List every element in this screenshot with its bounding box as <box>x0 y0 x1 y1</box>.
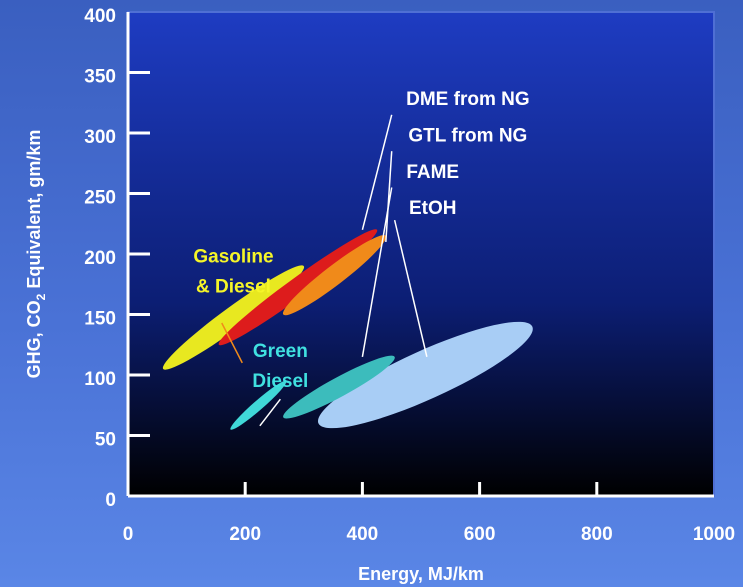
region-gasoline_diesel <box>162 265 305 370</box>
label-gasoline_diesel_2: & Diesel <box>196 277 271 298</box>
label-fame: FAME <box>406 162 459 183</box>
y-axis-title-subscript: 2 <box>34 293 48 300</box>
label-gtl: GTL from NG <box>408 125 527 146</box>
y-tick-label: 300 <box>84 127 116 148</box>
region-ethoh <box>317 321 533 429</box>
x-tick-label: 400 <box>347 524 379 545</box>
region-fame <box>283 355 395 419</box>
label-ethoh: EtOH <box>409 198 457 219</box>
plot-area <box>127 11 715 497</box>
pointer-gasoline_diesel <box>221 322 243 364</box>
y-tick-label: 200 <box>84 248 116 269</box>
pointer-ethoh <box>393 219 428 358</box>
x-axis-title: Energy, MJ/km <box>358 564 484 584</box>
label-gasoline_diesel: Gasoline <box>193 246 273 267</box>
pointer-dme <box>361 114 393 230</box>
y-axis-title: GHG, CO2 Equivalent, gm/km <box>24 130 48 379</box>
x-tick-label: 600 <box>464 524 496 545</box>
label-green_diesel: Green <box>253 341 308 362</box>
y-tick-label: 0 <box>105 490 116 511</box>
y-tick-label: 150 <box>84 309 116 330</box>
x-tick-label: 800 <box>581 524 613 545</box>
pointer-green_diesel <box>259 398 281 427</box>
x-tick-label: 200 <box>229 524 261 545</box>
labels-layer: DME from NG GTL from NG FAME EtOH Gasoline & … <box>193 89 529 392</box>
label-green_diesel_2: Diesel <box>252 371 308 392</box>
y-axis-title-rest: Equivalent, gm/km <box>24 130 44 294</box>
region-gtl <box>282 235 387 316</box>
label-dme: DME from NG <box>406 89 530 110</box>
y-tick-label: 50 <box>95 430 116 451</box>
y-tick-label: 100 <box>84 369 116 390</box>
y-axis-title-main: GHG, CO <box>24 300 44 378</box>
pointers-layer <box>221 114 428 427</box>
pointer-fame <box>361 187 393 357</box>
regions-layer <box>162 229 533 430</box>
x-tick-label: 0 <box>123 524 134 545</box>
x-tick-label: 1000 <box>693 524 735 545</box>
region-dme <box>218 229 378 346</box>
ticks-layer: 0 200 400 600 800 1000 0 50 100 150 200 250 300 350 40… <box>84 6 735 545</box>
pointer-gtl <box>385 151 393 242</box>
y-tick-label: 400 <box>84 6 116 27</box>
y-tick-label: 350 <box>84 67 116 88</box>
region-green_diesel <box>230 380 287 430</box>
y-tick-label: 250 <box>84 188 116 209</box>
